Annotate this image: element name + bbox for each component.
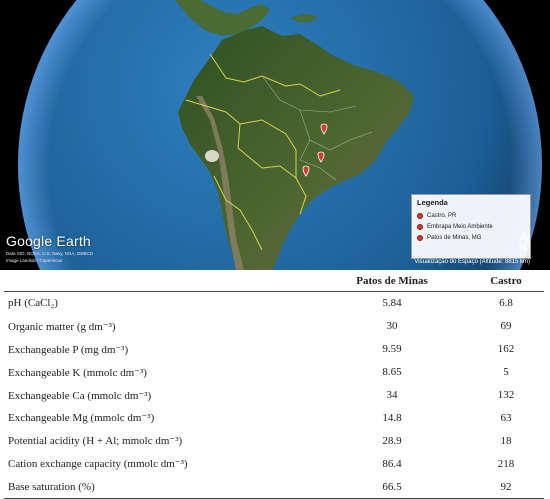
north-arrow: N	[514, 232, 534, 256]
column-header	[4, 271, 316, 292]
table-row: Cation exchange capacity (mmolc dm⁻³) 86.…	[4, 452, 544, 475]
map-pin-icon	[417, 213, 423, 219]
patos-value-cell: 86.4	[382, 457, 402, 470]
column-header: Patos de Minas	[356, 275, 428, 287]
google-earth-logo: Google Earth	[6, 233, 91, 249]
table-row: Exchangeable P (mg dm⁻³) 9.59 162	[4, 338, 544, 361]
patos-value-cell: 34	[386, 389, 398, 401]
castro-value-cell: 132	[497, 389, 515, 401]
map-legend: Legenda Castro, PR Embrapa Meio Ambiente…	[411, 194, 531, 259]
patos-value-cell: 66.5	[382, 480, 402, 493]
map-pin-icon	[417, 235, 423, 241]
attribution-line: Image Landsat / Copernicus	[6, 258, 63, 263]
attribution-line: Data SIO, NOAA, U.S. Navy, NGA, GEBCO	[6, 251, 94, 256]
property-cell: Exchangeable Ca (mmolc dm⁻³)	[8, 389, 152, 402]
soil-properties-table: Patos de Minas Castro pH (CaCl₂) 5.84 6.8 O…	[4, 271, 544, 499]
patos-value-cell: 9.59	[382, 343, 402, 356]
map-pin-icon	[417, 224, 423, 230]
view-altitude-label: Visualização do Espaço (Altitude: 8815 k…	[414, 259, 530, 265]
castro-value-cell: 18	[500, 434, 512, 447]
property-cell: Exchangeable Mg (mmolc dm⁻³)	[8, 412, 155, 425]
castro-value-cell: 69	[500, 320, 512, 333]
castro-value-cell: 6.8	[499, 297, 513, 310]
property-cell: Exchangeable P (mg dm⁻³)	[8, 343, 129, 356]
legend-title: Legenda	[417, 198, 448, 207]
patos-value-cell: 5.84	[382, 297, 402, 310]
legend-item: Castro, PR	[417, 213, 456, 219]
castro-value-cell: 162	[497, 343, 515, 356]
table-header-row: Patos de Minas Castro	[4, 271, 544, 292]
globe-image	[18, 0, 542, 270]
patos-value-cell: 30	[386, 320, 398, 333]
legend-item-label: Castro, PR	[427, 213, 457, 219]
legend-item-label: Patos de Minas, MG	[427, 235, 482, 241]
castro-value-cell: 218	[497, 457, 515, 470]
property-cell: Base saturation (%)	[8, 480, 95, 493]
patos-value-cell: 28.9	[382, 434, 402, 447]
table-row: Potential acidity (H + Al; mmolc dm⁻³) 28…	[4, 429, 544, 452]
table-row: Organic matter (g dm⁻³) 30 69	[4, 315, 544, 338]
table-row: pH (CaCl₂) 5.84 6.8	[4, 292, 544, 315]
property-cell: Exchangeable K (mmolc dm⁻³)	[8, 366, 147, 379]
patos-value-cell: 8.65	[382, 366, 402, 379]
north-label: N	[519, 242, 527, 253]
property-cell: pH (CaCl₂)	[8, 297, 58, 310]
table-row: Exchangeable Ca (mmolc dm⁻³) 34 132	[4, 384, 544, 407]
satellite-map: Legenda Castro, PR Embrapa Meio Ambiente…	[0, 0, 550, 270]
castro-value-cell: 63	[500, 411, 512, 424]
property-cell: Cation exchange capacity (mmolc dm⁻³)	[8, 458, 188, 471]
table-body: pH (CaCl₂) 5.84 6.8 Organic matter (g dm⁻³)…	[4, 292, 544, 499]
legend-item-label: Embrapa Meio Ambiente	[427, 224, 493, 230]
patos-value-cell: 14.8	[382, 411, 402, 424]
table-row: Exchangeable K (mmolc dm⁻³) 8.65 5	[4, 361, 544, 384]
castro-value-cell: 92	[500, 480, 512, 493]
legend-item: Patos de Minas, MG	[417, 235, 481, 241]
column-header: Castro	[490, 275, 522, 287]
north-arrow-icon	[519, 232, 529, 241]
legend-item: Embrapa Meio Ambiente	[417, 224, 493, 230]
castro-value-cell: 5	[503, 366, 509, 379]
property-cell: Potential acidity (H + Al; mmolc dm⁻³)	[8, 435, 183, 448]
table-row: Exchangeable Mg (mmolc dm⁻³) 14.8 63	[4, 406, 544, 429]
property-cell: Organic matter (g dm⁻³)	[8, 320, 116, 333]
table-row: Base saturation (%) 66.5 92	[4, 475, 544, 499]
